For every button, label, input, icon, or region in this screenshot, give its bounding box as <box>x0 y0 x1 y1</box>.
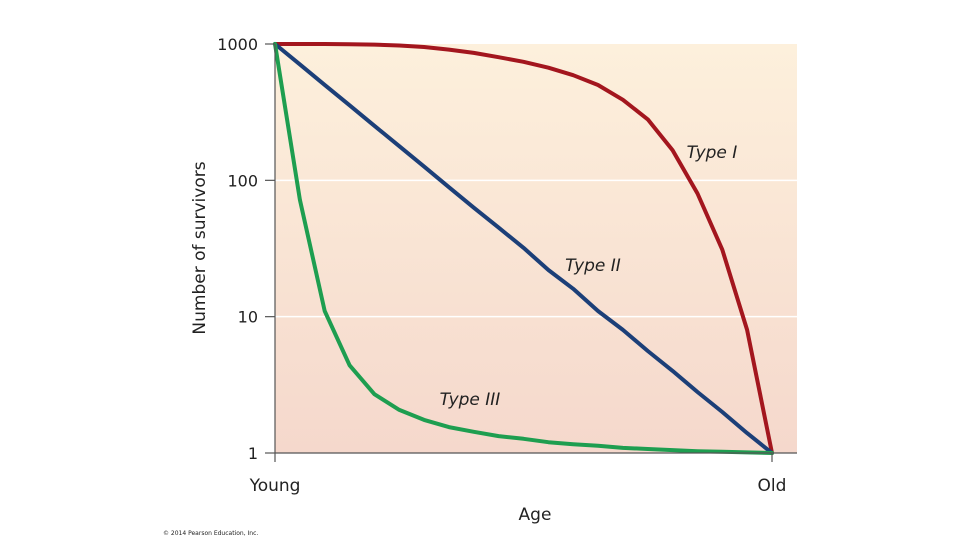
credit: © 2014 Pearson Education, Inc. <box>163 530 258 537</box>
plot-background <box>275 44 797 453</box>
survivorship-curve <box>273 42 774 455</box>
series-label: Type III <box>440 390 501 410</box>
y-tick-label: 100 <box>227 171 258 190</box>
x-tick-label: Old <box>758 476 787 496</box>
y-tick-label: 1 <box>248 444 258 463</box>
y-tick-label: 1000 <box>217 35 258 54</box>
x-axis-label: Age <box>519 505 552 525</box>
series-label: Type I <box>687 143 738 163</box>
x-tick-label: Young <box>249 476 301 496</box>
y-tick-label: 10 <box>238 308 258 327</box>
survivorship-curve <box>273 42 774 455</box>
survivorship-curve <box>273 42 774 455</box>
series-label: Type II <box>565 256 621 276</box>
y-axis-label: Number of survivors <box>190 161 210 334</box>
